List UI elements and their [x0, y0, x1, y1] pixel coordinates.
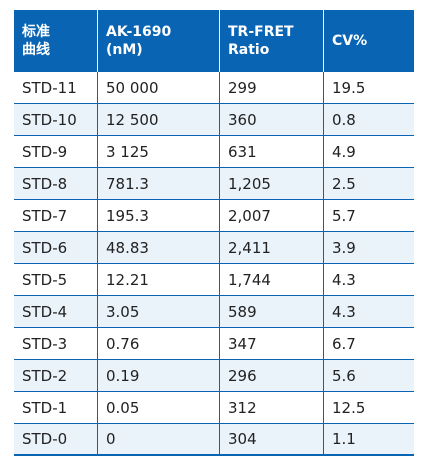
table-row: STD-4 3.05 589 4.3 [14, 296, 414, 328]
cv-cell: 3.9 [324, 232, 414, 264]
standard-id-cell: STD-4 [14, 296, 98, 328]
cv-cell: 2.5 [324, 168, 414, 200]
table-row: STD-9 3 125 631 4.9 [14, 136, 414, 168]
concentration-cell: 3.05 [98, 296, 220, 328]
tr-fret-ratio-cell: 304 [220, 424, 324, 456]
header-tr-fret-ratio: TR-FRET Ratio [220, 10, 324, 72]
cv-cell: 1.1 [324, 424, 414, 456]
table-row: STD-11 50 000 299 19.5 [14, 72, 414, 104]
standard-id-cell: STD-6 [14, 232, 98, 264]
table-header: 标准 曲线 AK-1690 (nM) TR-FRET Ratio CV% [14, 10, 414, 72]
tr-fret-ratio-cell: 631 [220, 136, 324, 168]
tr-fret-ratio-cell: 299 [220, 72, 324, 104]
header-standard-curve: 标准 曲线 [14, 10, 98, 72]
cv-cell: 5.6 [324, 360, 414, 392]
standard-id-cell: STD-7 [14, 200, 98, 232]
header-standard-curve-line-2: 曲线 [22, 42, 50, 58]
concentration-cell: 3 125 [98, 136, 220, 168]
header-tr-fret-ratio-line-1: TR-FRET [228, 24, 294, 40]
table-row: STD-1 0.05 312 12.5 [14, 392, 414, 424]
standard-curve-table: 标准 曲线 AK-1690 (nM) TR-FRET Ratio CV% STD… [14, 10, 414, 456]
table-row: STD-8 781.3 1,205 2.5 [14, 168, 414, 200]
tr-fret-ratio-cell: 1,205 [220, 168, 324, 200]
cv-cell: 12.5 [324, 392, 414, 424]
tr-fret-ratio-cell: 2,411 [220, 232, 324, 264]
concentration-cell: 195.3 [98, 200, 220, 232]
header-cv-line-1: CV% [332, 33, 368, 49]
concentration-cell: 48.83 [98, 232, 220, 264]
concentration-cell: 0.76 [98, 328, 220, 360]
header-cv: CV% [324, 10, 414, 72]
standard-id-cell: STD-8 [14, 168, 98, 200]
cv-cell: 19.5 [324, 72, 414, 104]
concentration-cell: 0.19 [98, 360, 220, 392]
table-row: STD-7 195.3 2,007 5.7 [14, 200, 414, 232]
tr-fret-ratio-cell: 347 [220, 328, 324, 360]
header-concentration-line-1: AK-1690 [106, 24, 172, 40]
concentration-cell: 781.3 [98, 168, 220, 200]
table-row: STD-6 48.83 2,411 3.9 [14, 232, 414, 264]
tr-fret-ratio-cell: 2,007 [220, 200, 324, 232]
tr-fret-ratio-cell: 1,744 [220, 264, 324, 296]
header-concentration-line-2: (nM) [106, 42, 143, 58]
standard-id-cell: STD-2 [14, 360, 98, 392]
tr-fret-ratio-cell: 589 [220, 296, 324, 328]
table-row: STD-5 12.21 1,744 4.3 [14, 264, 414, 296]
cv-cell: 4.3 [324, 296, 414, 328]
header-standard-curve-line-1: 标准 [22, 24, 50, 40]
cv-cell: 4.9 [324, 136, 414, 168]
table-body: STD-11 50 000 299 19.5 STD-10 12 500 360 0.8 STD… [14, 72, 414, 456]
standard-id-cell: STD-0 [14, 424, 98, 456]
tr-fret-ratio-cell: 360 [220, 104, 324, 136]
concentration-cell: 12 500 [98, 104, 220, 136]
cv-cell: 5.7 [324, 200, 414, 232]
table-row: STD-10 12 500 360 0.8 [14, 104, 414, 136]
cv-cell: 4.3 [324, 264, 414, 296]
tr-fret-ratio-cell: 296 [220, 360, 324, 392]
tr-fret-ratio-cell: 312 [220, 392, 324, 424]
header-tr-fret-ratio-line-2: Ratio [228, 42, 270, 58]
concentration-cell: 0.05 [98, 392, 220, 424]
standard-id-cell: STD-9 [14, 136, 98, 168]
header-row: 标准 曲线 AK-1690 (nM) TR-FRET Ratio CV% [14, 10, 414, 72]
standard-id-cell: STD-10 [14, 104, 98, 136]
cv-cell: 6.7 [324, 328, 414, 360]
table-row: STD-2 0.19 296 5.6 [14, 360, 414, 392]
standard-id-cell: STD-3 [14, 328, 98, 360]
standard-id-cell: STD-11 [14, 72, 98, 104]
header-concentration: AK-1690 (nM) [98, 10, 220, 72]
table-row: STD-3 0.76 347 6.7 [14, 328, 414, 360]
standard-curve-table-container: 标准 曲线 AK-1690 (nM) TR-FRET Ratio CV% STD… [14, 10, 414, 456]
standard-id-cell: STD-5 [14, 264, 98, 296]
concentration-cell: 12.21 [98, 264, 220, 296]
cv-cell: 0.8 [324, 104, 414, 136]
concentration-cell: 50 000 [98, 72, 220, 104]
standard-id-cell: STD-1 [14, 392, 98, 424]
concentration-cell: 0 [98, 424, 220, 456]
table-row: STD-0 0 304 1.1 [14, 424, 414, 456]
